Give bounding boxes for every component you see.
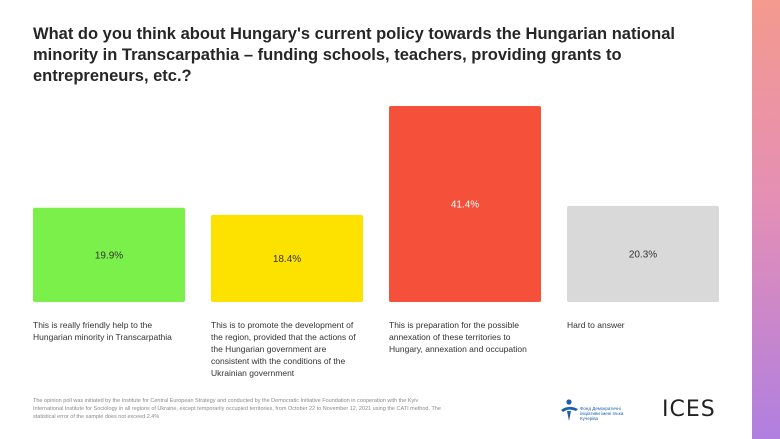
chart-title: What do you think about Hungary's curren… <box>33 25 675 85</box>
bar <box>211 214 363 302</box>
bar-value-label: 20.3% <box>629 249 657 260</box>
category-label: This is preparation for the possible ann… <box>389 320 527 354</box>
ices-logo: ICES <box>662 397 716 422</box>
dif-logo-text: Фонд Демократичні ініціативи імені Ілька… <box>580 406 624 421</box>
category-label: This is to promote the development of th… <box>211 320 356 378</box>
decorative-gradient-stripe <box>752 0 780 439</box>
category-label: This is really friendly help to the Hung… <box>33 320 172 342</box>
methodology-footnote: The opinion poll was initiated by the In… <box>33 398 441 420</box>
dif-logo-icon <box>561 399 578 421</box>
dif-logo: Фонд Демократичні ініціативи імені Ілька… <box>558 398 638 424</box>
category-label: Hard to answer <box>567 320 625 330</box>
bar <box>33 207 185 302</box>
bar <box>567 205 719 302</box>
bar <box>389 106 541 302</box>
bar-value-label: 19.9% <box>95 250 123 261</box>
bar-chart: 19.9% 18.4% 41.4% 20.3% <box>33 106 719 302</box>
bar-value-label: 41.4% <box>451 200 479 211</box>
bar-value-label: 18.4% <box>273 254 301 265</box>
